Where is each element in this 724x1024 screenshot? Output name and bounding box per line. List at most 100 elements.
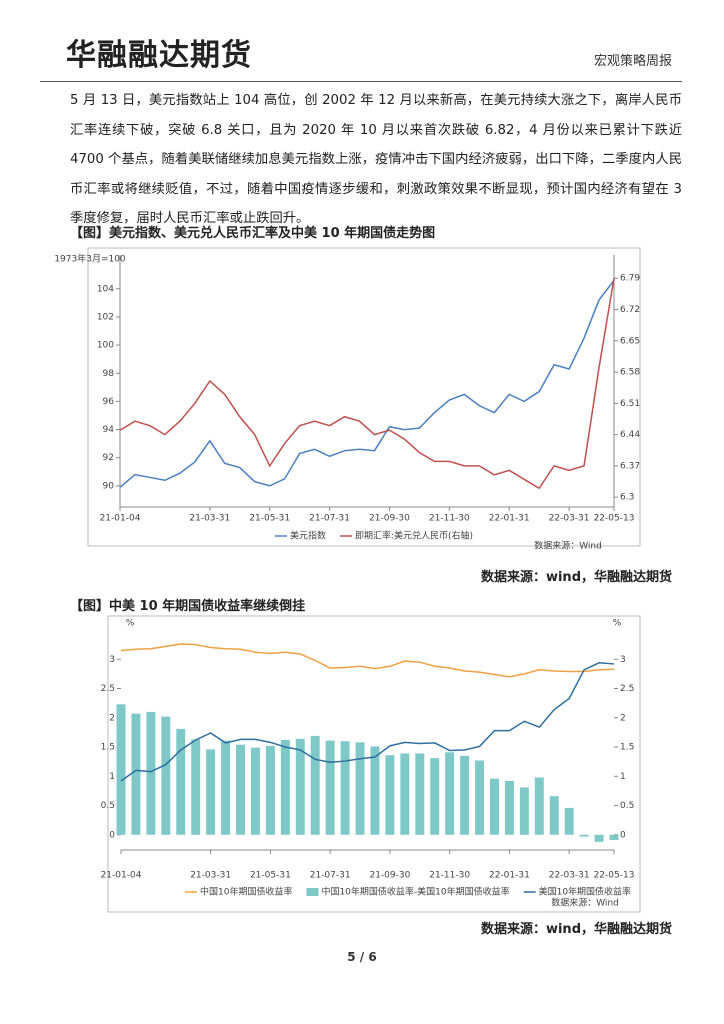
y-tick-label: 2	[109, 713, 115, 723]
bar	[176, 728, 186, 835]
bar	[475, 760, 485, 835]
page-number: 5 / 6	[347, 950, 377, 964]
legend-label: 中国10年期国债收益率-美国10年期国债收益率	[321, 886, 509, 898]
x-tick-label: 22-03-31	[549, 871, 590, 881]
bar	[579, 834, 589, 837]
x-tick-label: 21-05-31	[249, 514, 290, 524]
bar	[340, 741, 350, 835]
paragraph: 5 月 13 日，美元指数站上 104 高位，创 2002 年 12 月以来新高…	[70, 93, 682, 226]
y2-tick-label: 6.72	[620, 305, 640, 315]
y-tick-label: 94	[103, 425, 115, 435]
series-line	[119, 279, 615, 488]
y2-tick-label: 1	[620, 772, 626, 782]
bar	[191, 739, 201, 835]
bar	[206, 749, 216, 835]
y-tick-label: 1	[109, 772, 115, 782]
bar	[490, 778, 499, 835]
y-tick-label: 1.5	[101, 743, 115, 753]
y2-tick-label: 6.3	[620, 493, 634, 503]
bar	[161, 716, 171, 835]
figure-source: 数据来源：wind，华融融达期货	[480, 570, 672, 585]
y-tick-label: 90	[103, 481, 115, 491]
y-tick-label: 98	[103, 369, 115, 379]
bar	[564, 807, 574, 835]
bar	[250, 747, 260, 835]
y2-tick-label: 2	[620, 713, 626, 723]
x-tick-label: 21-07-31	[309, 514, 350, 524]
chart-frame	[107, 615, 641, 913]
series-line	[119, 278, 615, 490]
series-line	[120, 662, 615, 782]
header-rule	[40, 81, 682, 82]
bar	[325, 740, 335, 835]
x-tick-label: 21-05-31	[250, 871, 291, 881]
y2-tick-label: 6.44	[620, 430, 640, 440]
y-axis-label: 1973年3月=100	[54, 253, 126, 265]
y-tick-label: 0	[109, 830, 115, 840]
bar	[370, 746, 380, 835]
bar	[131, 713, 141, 835]
legend-label: 美元指数	[290, 530, 326, 542]
legend-label: 中国10年期国债收益率	[200, 886, 292, 898]
legend-label: 即期汇率:美元兑人民币(右轴)	[355, 530, 473, 542]
y-axis-label: %	[126, 619, 135, 629]
brand: 华融融达期货	[66, 38, 252, 73]
bar	[430, 758, 440, 835]
y-tick-label: 100	[97, 341, 114, 351]
x-tick-label: 22-03-31	[549, 514, 590, 524]
legend-swatch	[306, 888, 319, 896]
bar	[236, 744, 245, 835]
x-tick-label: 21-03-31	[189, 514, 230, 524]
bar	[385, 755, 395, 835]
x-tick-label: 21-01-04	[101, 871, 142, 881]
series-line	[120, 643, 615, 678]
bar	[116, 704, 126, 835]
bar	[221, 740, 231, 835]
x-tick-label: 21-01-04	[100, 514, 141, 524]
bar	[265, 745, 275, 835]
bar	[415, 753, 425, 835]
x-tick-label: 21-11-30	[429, 871, 470, 881]
y-tick-label: 3	[109, 655, 115, 665]
figure-caption: 【图】中美 10 年期国债收益率继续倒挂	[70, 599, 306, 614]
y2-axis-label: %	[613, 619, 622, 629]
bar	[400, 753, 410, 835]
bar	[534, 777, 544, 835]
y2-tick-label: 0	[620, 830, 626, 840]
y2-tick-label: 6.65	[620, 336, 640, 346]
bar	[355, 742, 365, 835]
x-tick-label: 22-01-31	[489, 871, 530, 881]
report-name: 宏观策略周报	[593, 54, 672, 69]
chart-note: 数据来源：Wind	[551, 897, 619, 909]
y-tick-label: 102	[97, 312, 114, 322]
x-tick-label: 21-09-30	[369, 871, 410, 881]
x-tick-label: 21-07-31	[310, 871, 351, 881]
figure-caption: 【图】美元指数、美元兑人民币汇率及中美 10 年期国债走势图	[70, 226, 436, 241]
y-tick-label: 0.5	[101, 801, 115, 811]
y2-tick-label: 6.79	[620, 274, 640, 284]
x-tick-label: 22-01-31	[489, 514, 530, 524]
y-tick-label: 104	[97, 284, 114, 294]
bar	[445, 752, 455, 835]
x-tick-label: 21-03-31	[190, 871, 231, 881]
bar	[146, 711, 156, 835]
y2-tick-label: 6.37	[620, 461, 640, 471]
y2-tick-label: 1.5	[620, 743, 634, 753]
y2-tick-label: 6.51	[620, 399, 640, 409]
bar	[504, 780, 514, 835]
y-tick-label: 92	[103, 453, 114, 463]
figure-source: 数据来源：wind，华融融达期货	[480, 922, 672, 937]
chart-frame	[87, 247, 641, 547]
y2-tick-label: 2.5	[620, 684, 634, 694]
y-tick-label: 2.5	[101, 684, 115, 694]
y2-tick-label: 6.58	[620, 368, 640, 378]
x-tick-label: 21-09-30	[369, 514, 410, 524]
bar	[280, 740, 290, 835]
bar	[295, 738, 305, 835]
y2-tick-label: 0.5	[620, 801, 634, 811]
bar	[609, 834, 619, 841]
y-tick-label: 96	[103, 397, 115, 407]
bar	[549, 796, 559, 835]
